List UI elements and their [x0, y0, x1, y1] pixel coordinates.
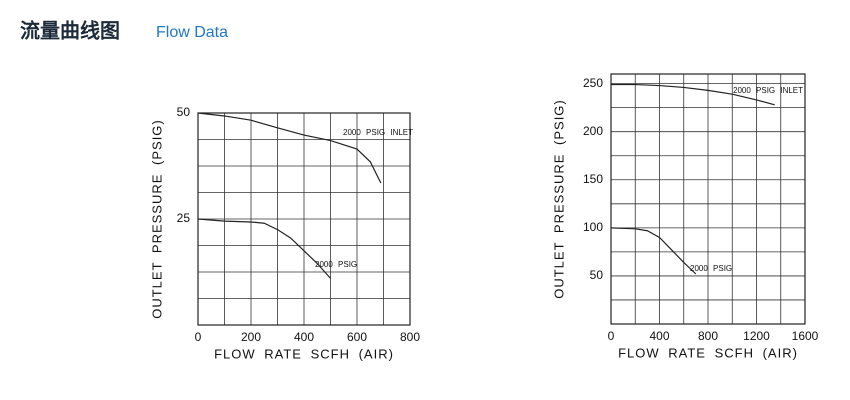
y-axis-title: OUTLET PRESSURE (PSIG) [551, 99, 566, 299]
x-tick-label: 1200 [743, 329, 770, 343]
curve-label: 2000 PSIG [315, 260, 357, 269]
plot-frame [610, 73, 806, 325]
flow-curve [610, 227, 697, 275]
y-tick-label: 250 [583, 76, 603, 90]
curve-label: 2000 PSIG [690, 264, 732, 273]
y-tick-label: 150 [583, 172, 603, 186]
flow-curve [197, 218, 331, 279]
curve-label: 2000 PSIG INLET [343, 128, 413, 137]
x-tick-label: 1600 [792, 329, 819, 343]
x-tick-label: 0 [608, 329, 615, 343]
y-tick-label: 50 [177, 105, 191, 119]
x-tick-label: 600 [347, 330, 367, 344]
y-axis-title: OUTLET PRESSURE (PSIG) [149, 119, 164, 319]
page-title: 流量曲线图 [20, 18, 120, 42]
y-tick-label: 50 [590, 268, 604, 282]
flow-curve [611, 83, 775, 106]
y-tick-label: 25 [177, 211, 191, 225]
x-tick-label: 0 [195, 330, 202, 344]
x-tick-label: 200 [241, 330, 261, 344]
flow-curve [197, 112, 382, 184]
x-tick-label: 400 [294, 330, 314, 344]
x-tick-label: 400 [649, 329, 669, 343]
curve-label: 2000 PSIG INLET [733, 86, 803, 95]
y-tick-label: 200 [583, 124, 603, 138]
page-subtitle: Flow Data [156, 24, 228, 41]
x-axis-title: FLOW RATE SCFH (AIR) [214, 346, 394, 361]
y-tick-label: 100 [583, 220, 603, 234]
x-tick-label: 800 [400, 330, 420, 344]
x-axis-title: FLOW RATE SCFH (AIR) [618, 345, 798, 360]
x-tick-label: 800 [698, 329, 718, 343]
